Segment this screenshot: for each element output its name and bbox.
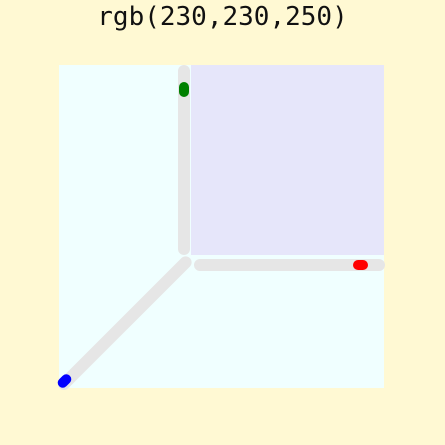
green-slider-track[interactable]: [178, 65, 190, 255]
color-preview-swatch: [191, 65, 384, 255]
green-slider-handle[interactable]: [179, 82, 189, 97]
red-slider-track[interactable]: [194, 259, 385, 271]
red-slider-handle[interactable]: [353, 260, 368, 270]
color-value-title: rgb(230,230,250): [97, 2, 348, 32]
